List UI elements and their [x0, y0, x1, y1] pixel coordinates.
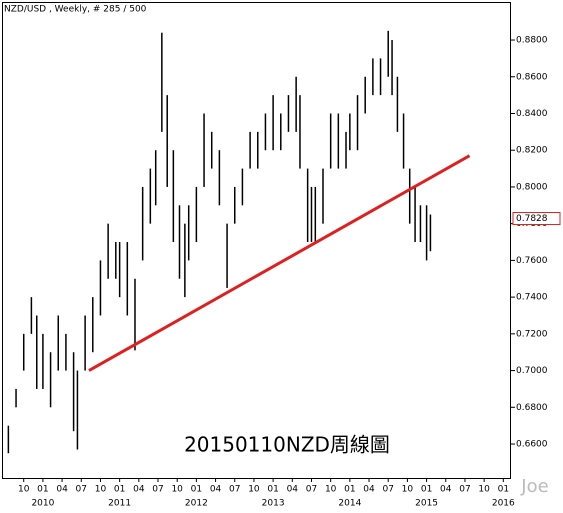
x-tick-label: 07: [382, 485, 393, 495]
y-tick-label: 0.7600: [516, 256, 548, 266]
annotation: 20150110NZD周線圖: [184, 433, 390, 457]
y-tick-label: 0.7000: [516, 366, 548, 376]
x-tick-label: 04: [287, 485, 299, 495]
last-price-label: 0.7828: [516, 214, 548, 224]
x-tick-label: 07: [306, 485, 317, 495]
x-tick-label: 10: [248, 485, 260, 495]
x-tick-label: 01: [421, 485, 432, 495]
year-label: 2012: [185, 499, 208, 509]
x-tick-label: 04: [440, 485, 452, 495]
year-label: 2010: [31, 499, 54, 509]
y-tick-label: 0.7400: [516, 293, 548, 303]
x-tick-label: 07: [229, 485, 240, 495]
x-tick-label: 04: [363, 485, 375, 495]
y-tick-label: 0.8600: [516, 72, 548, 82]
y-tick-label: 0.8000: [516, 182, 548, 192]
x-tick-label: 01: [498, 485, 509, 495]
watermark: Joe: [520, 476, 548, 497]
x-tick-label: 01: [114, 485, 125, 495]
year-label: 2015: [415, 499, 438, 509]
x-tick-label: 04: [133, 485, 145, 495]
y-tick-label: 0.8200: [516, 146, 548, 156]
x-tick-label: 07: [459, 485, 470, 495]
y-tick-label: 0.8400: [516, 109, 548, 119]
y-tick-label: 0.7200: [516, 329, 548, 339]
x-tick-label: 04: [56, 485, 68, 495]
x-tick-label: 07: [152, 485, 163, 495]
y-tick-label: 0.6600: [516, 440, 548, 450]
year-label: 2013: [262, 499, 285, 509]
x-tick-label: 10: [402, 485, 414, 495]
x-tick-label: 01: [267, 485, 278, 495]
last-price-box: [512, 212, 561, 226]
trend-line: [88, 154, 471, 372]
x-tick-label: 10: [478, 485, 490, 495]
x-tick-label: 01: [344, 485, 355, 495]
x-tick-label: 07: [76, 485, 87, 495]
y-tick-label: 0.6800: [516, 403, 548, 413]
plot-frame: [2, 2, 511, 479]
x-tick-label: 10: [171, 485, 183, 495]
year-label: 2016: [492, 499, 515, 509]
year-label: 2014: [338, 499, 361, 509]
x-tick-label: 10: [95, 485, 107, 495]
x-tick-label: 01: [37, 485, 48, 495]
x-tick-label: 01: [191, 485, 202, 495]
x-tick-label: 10: [18, 485, 30, 495]
x-tick-label: 04: [210, 485, 222, 495]
x-tick-label: 10: [325, 485, 337, 495]
y-tick-label: 0.8800: [516, 36, 548, 46]
chart-title: NZD/USD , Weekly, # 285 / 500: [4, 5, 147, 15]
year-label: 2011: [108, 499, 131, 509]
